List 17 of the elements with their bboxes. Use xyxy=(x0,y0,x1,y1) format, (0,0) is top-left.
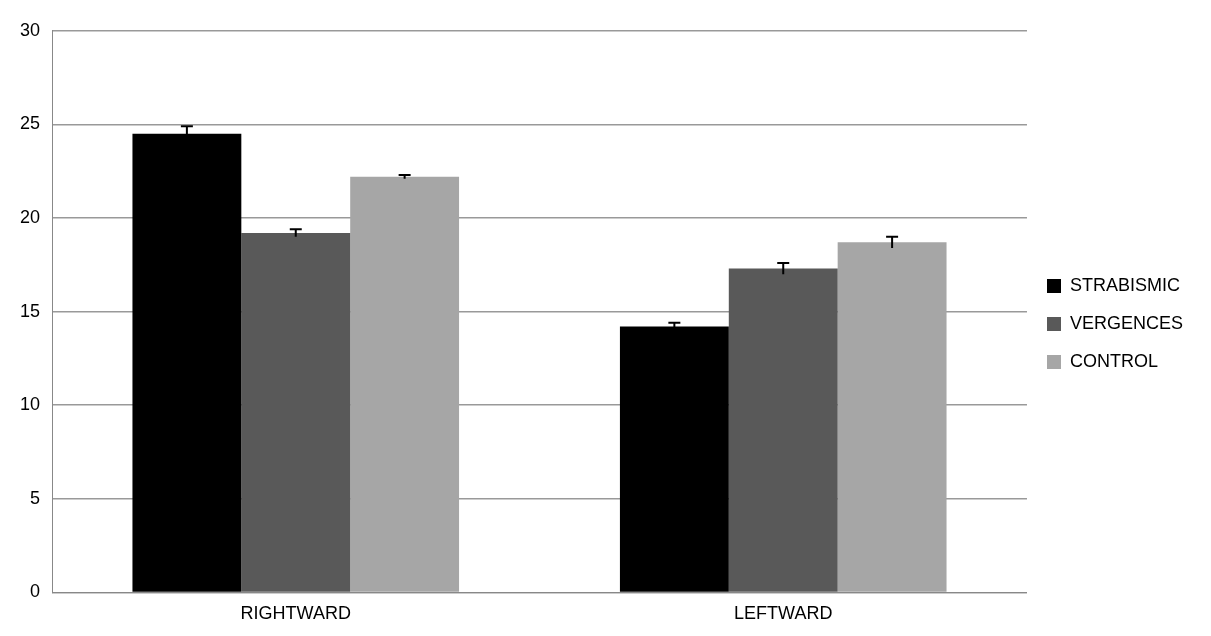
y-tick-label: 25 xyxy=(19,113,41,134)
y-tick-label: 20 xyxy=(19,206,41,227)
x-tick-label: LEFTWARD xyxy=(734,603,833,624)
y-tick-label: 10 xyxy=(19,394,41,415)
x-tick-label: RIGHTWARD xyxy=(240,603,351,624)
y-tick-label: 15 xyxy=(19,300,41,321)
y-tick-label: 30 xyxy=(19,19,41,40)
legend-label: STRABISMIC xyxy=(1069,274,1180,295)
bar xyxy=(241,232,351,592)
y-tick-label: 5 xyxy=(30,487,41,508)
legend-label: CONTROL xyxy=(1069,350,1158,371)
legend-label: VERGENCES xyxy=(1069,312,1183,333)
y-tick-label: 0 xyxy=(30,581,41,602)
bar xyxy=(350,176,460,592)
bar xyxy=(728,268,838,592)
bar xyxy=(837,242,947,592)
bar xyxy=(619,326,729,592)
